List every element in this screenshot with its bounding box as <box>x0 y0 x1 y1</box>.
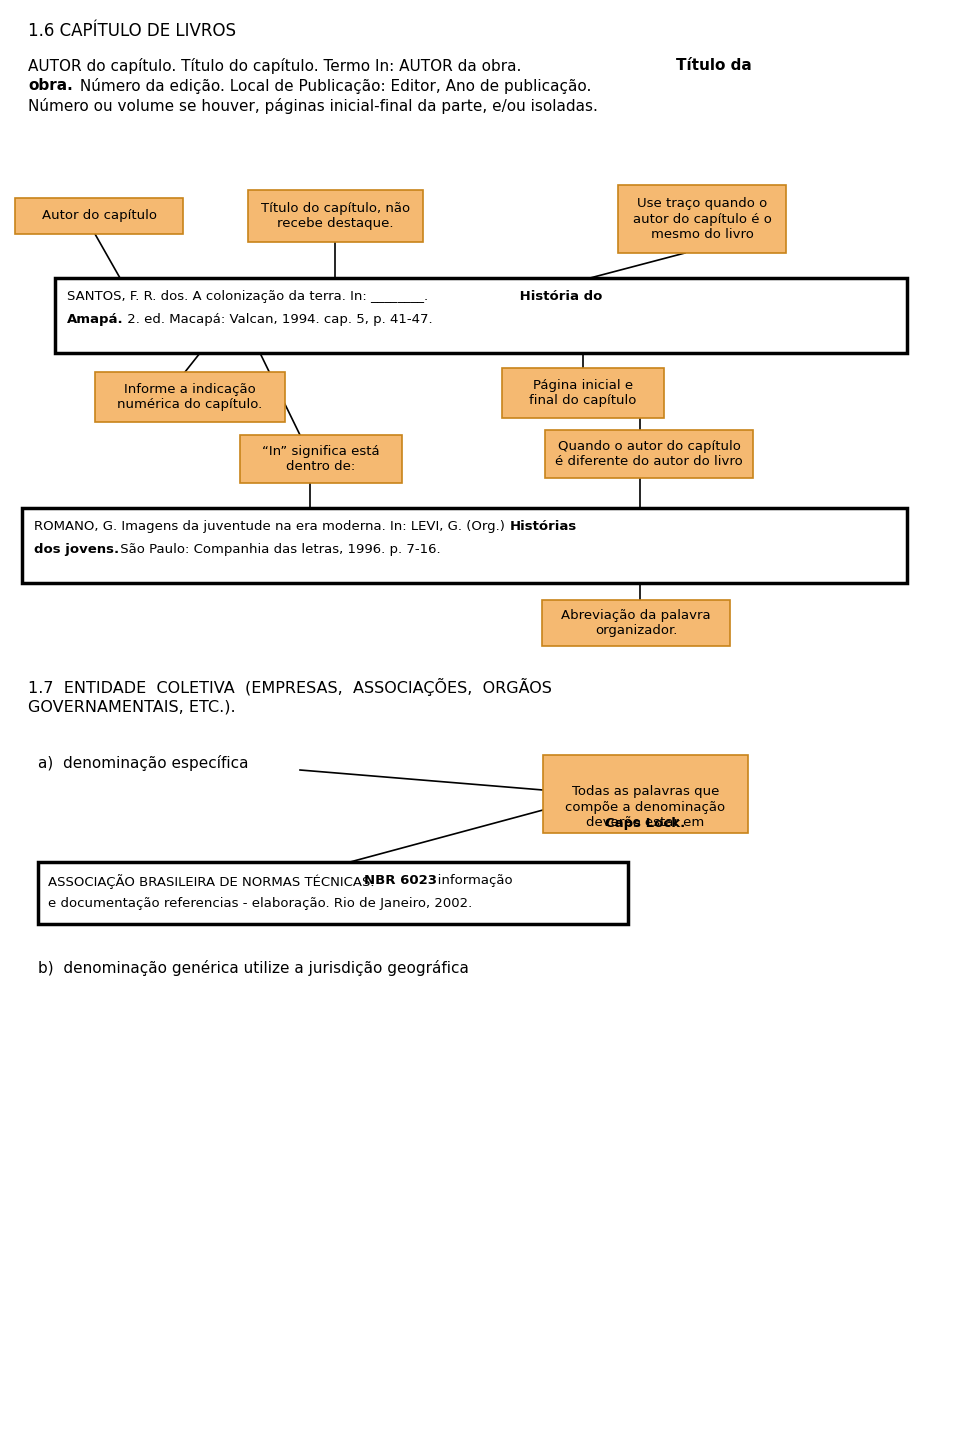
FancyBboxPatch shape <box>545 429 753 478</box>
Text: Abreviação da palavra
organizador.: Abreviação da palavra organizador. <box>562 610 710 637</box>
Text: Número da edição. Local de Publicação: Editor, Ano de publicação.: Número da edição. Local de Publicação: E… <box>75 78 591 94</box>
FancyBboxPatch shape <box>15 197 183 233</box>
Text: “In” significa está
dentro de:: “In” significa está dentro de: <box>262 445 380 473</box>
Text: AUTOR do capítulo. Título do capítulo. Termo In: AUTOR da obra.: AUTOR do capítulo. Título do capítulo. T… <box>28 58 526 73</box>
Text: SANTOS, F. R. dos. A colonização da terra. In: ________.: SANTOS, F. R. dos. A colonização da terr… <box>67 290 428 303</box>
Text: Quando o autor do capítulo
é diferente do autor do livro: Quando o autor do capítulo é diferente d… <box>555 440 743 468</box>
FancyBboxPatch shape <box>618 184 786 254</box>
Text: ROMANO, G. Imagens da juventude na era moderna. In: LEVI, G. (Org.): ROMANO, G. Imagens da juventude na era m… <box>34 520 509 533</box>
FancyBboxPatch shape <box>542 599 730 646</box>
FancyBboxPatch shape <box>55 278 907 353</box>
Text: : informação: : informação <box>429 875 513 888</box>
FancyBboxPatch shape <box>240 435 402 483</box>
FancyBboxPatch shape <box>543 755 748 833</box>
FancyBboxPatch shape <box>248 190 423 242</box>
Text: b)  denominação genérica utilize a jurisdição geográfica: b) denominação genérica utilize a jurisd… <box>38 960 468 976</box>
Text: 1.7  ENTIDADE  COLETIVA  (EMPRESAS,  ASSOCIAÇÕES,  ORGÃOS: 1.7 ENTIDADE COLETIVA (EMPRESAS, ASSOCIA… <box>28 679 552 696</box>
Text: 2. ed. Macapá: Valcan, 1994. cap. 5, p. 41-47.: 2. ed. Macapá: Valcan, 1994. cap. 5, p. … <box>123 313 433 326</box>
Text: obra.: obra. <box>28 78 73 94</box>
Text: e documentação referencias - elaboração. Rio de Janeiro, 2002.: e documentação referencias - elaboração.… <box>48 896 472 911</box>
FancyBboxPatch shape <box>502 367 664 418</box>
FancyBboxPatch shape <box>95 372 285 422</box>
Text: ASSOCIAÇÃO BRASILEIRA DE NORMAS TÉCNICAS.: ASSOCIAÇÃO BRASILEIRA DE NORMAS TÉCNICAS… <box>48 875 379 889</box>
Text: GOVERNAMENTAIS, ETC.).: GOVERNAMENTAIS, ETC.). <box>28 700 235 715</box>
Text: História do: História do <box>515 290 602 303</box>
Text: Número ou volume se houver, páginas inicial-final da parte, e/ou isoladas.: Número ou volume se houver, páginas inic… <box>28 98 598 114</box>
Text: Histórias: Histórias <box>510 520 577 533</box>
Text: Use traço quando o
autor do capítulo é o
mesmo do livro: Use traço quando o autor do capítulo é o… <box>633 197 772 241</box>
FancyBboxPatch shape <box>22 509 907 584</box>
Text: a)  denominação específica: a) denominação específica <box>38 755 249 771</box>
Text: Autor do capítulo: Autor do capítulo <box>41 209 156 222</box>
Text: dos jovens.: dos jovens. <box>34 543 119 556</box>
Text: São Paulo: Companhia das letras, 1996. p. 7-16.: São Paulo: Companhia das letras, 1996. p… <box>116 543 441 556</box>
Text: Página inicial e
final do capítulo: Página inicial e final do capítulo <box>529 379 636 406</box>
Text: Informe a indicação
numérica do capítulo.: Informe a indicação numérica do capítulo… <box>117 383 263 411</box>
Text: Caps Lock.: Caps Lock. <box>606 817 685 830</box>
Text: NBR 6023: NBR 6023 <box>364 875 437 888</box>
Text: Todas as palavras que
compõe a denominação
deverão estar em: Todas as palavras que compõe a denominaç… <box>565 785 726 829</box>
Text: Amapá.: Amapá. <box>67 313 124 326</box>
Text: 1.6 CAPÍTULO DE LIVROS: 1.6 CAPÍTULO DE LIVROS <box>28 22 236 40</box>
FancyBboxPatch shape <box>38 862 628 924</box>
Text: Título do capítulo, não
recebe destaque.: Título do capítulo, não recebe destaque. <box>261 202 410 231</box>
Text: Título da: Título da <box>676 58 752 73</box>
